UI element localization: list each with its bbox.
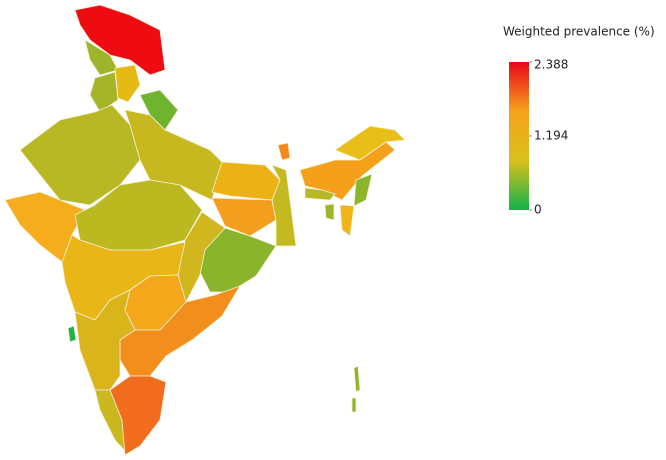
region xyxy=(324,203,335,221)
region xyxy=(211,161,281,201)
tick-label: 2.388 xyxy=(534,58,568,72)
region xyxy=(277,142,291,161)
tick-label: 1.194 xyxy=(534,129,568,143)
region xyxy=(351,397,357,413)
region xyxy=(139,89,179,131)
region xyxy=(74,4,166,76)
region xyxy=(114,64,141,103)
region xyxy=(299,141,396,201)
region xyxy=(67,325,77,343)
region xyxy=(124,109,223,201)
region xyxy=(74,289,136,391)
region xyxy=(109,375,167,456)
region xyxy=(199,227,277,293)
region xyxy=(84,39,119,76)
region xyxy=(89,71,119,113)
legend: Weighted prevalence (%) 2.388 1.194 0 xyxy=(503,25,655,217)
color-bar xyxy=(509,62,529,210)
region xyxy=(304,187,336,201)
region xyxy=(353,365,361,393)
region xyxy=(353,173,373,207)
tick-label: 0 xyxy=(534,203,542,217)
region xyxy=(339,204,355,237)
india-map xyxy=(4,4,406,456)
legend-title: Weighted prevalence (%) xyxy=(503,25,655,39)
region xyxy=(211,197,277,237)
